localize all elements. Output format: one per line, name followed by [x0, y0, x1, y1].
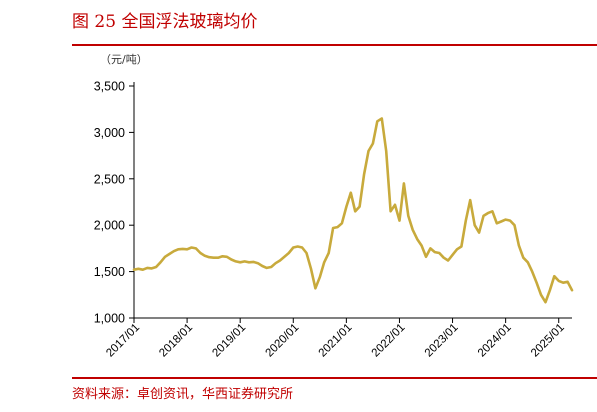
- x-tick-label: 2022/01: [370, 322, 408, 360]
- x-tick-label: 2024/01: [476, 322, 514, 360]
- x-tick-label: 2020/01: [264, 322, 302, 360]
- y-axis-ticks: 1,000 1,500 2,000 2,500 3,000 3,500: [94, 80, 134, 326]
- x-tick-label: 2023/01: [423, 322, 461, 360]
- x-tick-label: 2025/01: [529, 322, 567, 360]
- series-group: [132, 117, 574, 304]
- title-divider: [72, 44, 597, 46]
- series-line: [132, 117, 574, 304]
- y-tick-label: 3,500: [94, 80, 125, 94]
- source-divider: [72, 377, 597, 379]
- y-tick-label: 1,000: [94, 312, 125, 326]
- figure-title: 图 25 全国浮法玻璃均价: [72, 12, 258, 32]
- y-tick-label: 2,500: [94, 172, 125, 186]
- x-tick-label: 2019/01: [210, 322, 248, 360]
- source-note: 资料来源：卓创资讯，华西证券研究所: [72, 387, 294, 402]
- x-axis-ticks: 2017/01 2018/01 2019/01 2020/01 2021/01 2022/…: [104, 318, 567, 360]
- y-tick-label: 1,500: [94, 265, 125, 279]
- y-tick-label: 2,000: [94, 219, 125, 233]
- chart-axes: [133, 82, 572, 319]
- x-tick-label: 2021/01: [317, 322, 355, 360]
- x-tick-label: 2018/01: [157, 322, 195, 360]
- x-tick-label: 2017/01: [104, 322, 142, 360]
- y-unit-label: （元/吨）: [100, 53, 148, 66]
- y-tick-label: 3,000: [94, 126, 125, 140]
